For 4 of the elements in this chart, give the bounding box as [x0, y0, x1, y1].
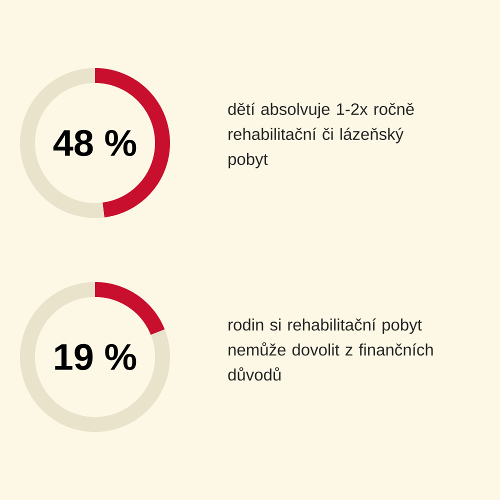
- text: 19 %: [55, 344, 136, 370]
- text: rodin si rehabilitační pobyt nemůže dovolit z finančních důvodů: [228, 318, 433, 381]
- text: 48 %: [53, 130, 136, 156]
- text: dětí absolvuje 1-2x ročně rehabilitační či lázeňský pobyt: [228, 102, 414, 168]
